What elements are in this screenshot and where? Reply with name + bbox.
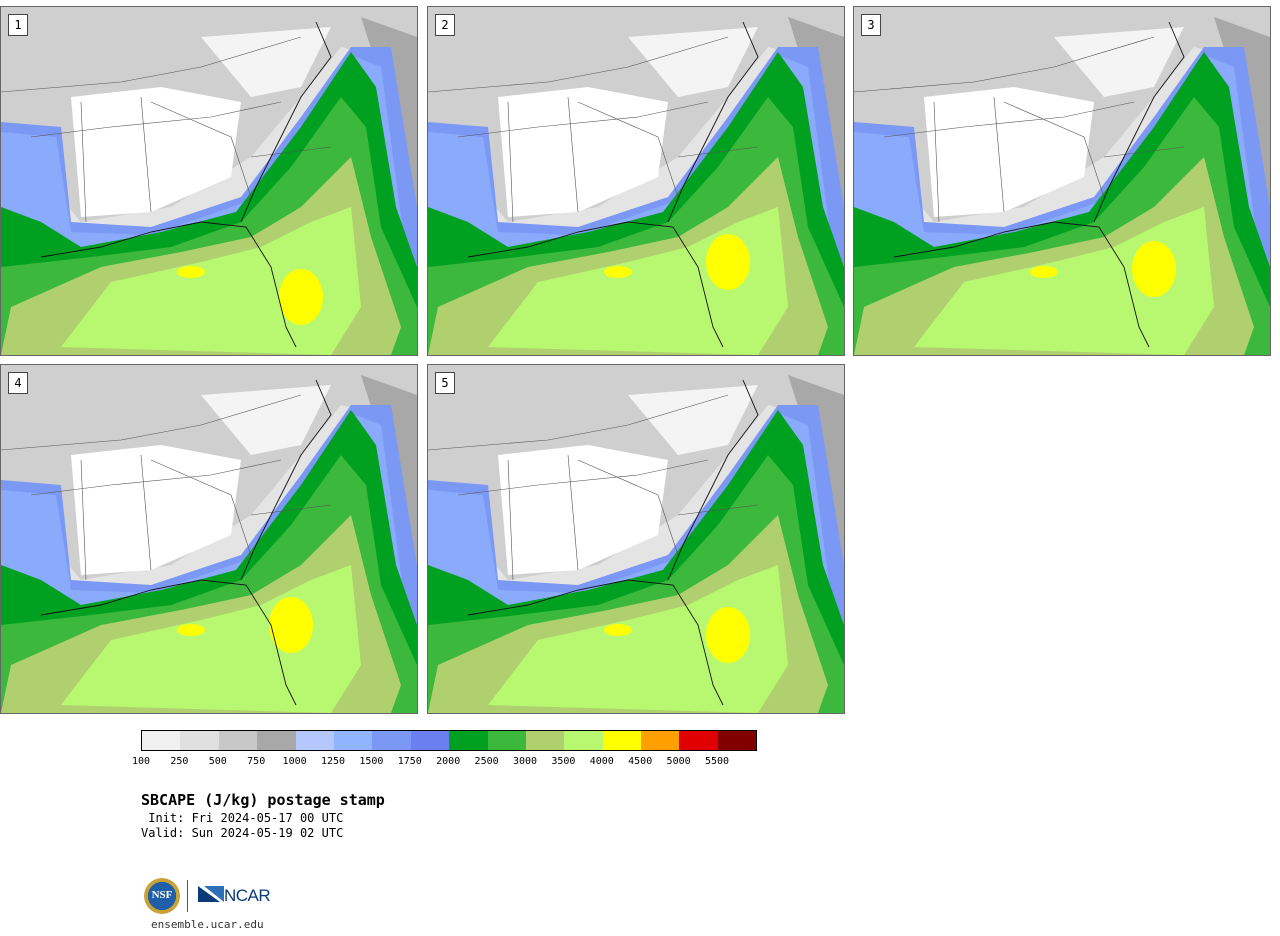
colorbar-tick-label: 4500	[628, 756, 653, 767]
colorbar-tick-label: 1250	[320, 756, 346, 767]
colorbar-tick-label: 4000	[589, 756, 614, 767]
colorbar-swatch	[180, 731, 219, 750]
panel-number-5: 5	[435, 372, 455, 394]
colorbar-swatch	[449, 731, 488, 750]
sbcape-map-4	[1, 365, 417, 713]
member-panel-5: 5	[427, 364, 845, 714]
valid-time: Valid: Sun 2024-05-19 02 UTC	[141, 826, 344, 840]
logo-divider	[187, 880, 188, 912]
colorbar-tick-label: 3500	[551, 756, 576, 767]
colorbar-tick-label: 5000	[666, 756, 691, 767]
title-block: SBCAPE (J/kg) postage stamp Init: Fri 20…	[141, 791, 385, 841]
colorbar-tick-label: 1000	[282, 756, 307, 767]
panel-number-2: 2	[435, 14, 455, 36]
sbcape-map-2	[428, 7, 844, 355]
colorbar-swatch	[295, 731, 334, 750]
colorbar-tick-labels: 100 250 500 750 1000 1250 1500 1750 2000 2500 3000…	[132, 756, 781, 770]
colorbar-tick-label: 3000	[512, 756, 538, 767]
plot-title: SBCAPE (J/kg) postage stamp	[141, 791, 385, 809]
ncar-mark-icon	[198, 886, 224, 902]
init-time: Init: Fri 2024-05-17 00 UTC	[141, 811, 344, 825]
colorbar-tick-label: 750	[247, 756, 266, 767]
panel-number-3: 3	[861, 14, 881, 36]
colorbar-swatch	[564, 731, 603, 750]
colorbar-swatch	[679, 731, 718, 750]
colorbar-swatch	[641, 731, 680, 750]
colorbar-swatch	[602, 731, 642, 750]
panel-number-1: 1	[8, 14, 28, 36]
colorbar	[141, 730, 758, 751]
site-url: ensemble.ucar.edu	[151, 918, 264, 931]
colorbar-tick-label: 5500	[704, 756, 730, 767]
colorbar-tick-label: 100	[131, 756, 151, 767]
colorbar-tick-label: 250	[170, 756, 189, 767]
panel-number-4: 4	[8, 372, 28, 394]
colorbar-swatch	[717, 731, 757, 750]
member-panel-2: 2	[427, 6, 845, 356]
colorbar-tick-label: 1750	[397, 756, 422, 767]
colorbar-swatch	[218, 731, 258, 750]
colorbar-tick-label: 1500	[359, 756, 384, 767]
colorbar-tick-label: 2500	[474, 756, 499, 767]
member-panel-3: 3	[853, 6, 1271, 356]
sbcape-map-1	[1, 7, 417, 355]
colorbar-tick-label: 2000	[436, 756, 461, 767]
colorbar-swatch	[410, 731, 450, 750]
colorbar-swatch	[487, 731, 526, 750]
colorbar-swatch	[333, 731, 373, 750]
member-panel-4: 4	[0, 364, 418, 714]
colorbar-tick-label: 500	[208, 756, 227, 767]
sbcape-map-3	[854, 7, 1270, 355]
colorbar-swatch	[257, 731, 296, 750]
colorbar-swatch	[142, 731, 181, 750]
member-panel-1: 1	[0, 6, 418, 356]
colorbar-swatch	[525, 731, 565, 750]
logos: NSF NCAR	[144, 876, 274, 916]
ncar-logo-text: NCAR	[224, 886, 271, 905]
colorbar-swatch	[372, 731, 411, 750]
nsf-logo-text: NSF	[151, 889, 173, 901]
nsf-logo-icon	[144, 878, 180, 914]
sbcape-map-5	[428, 365, 844, 713]
